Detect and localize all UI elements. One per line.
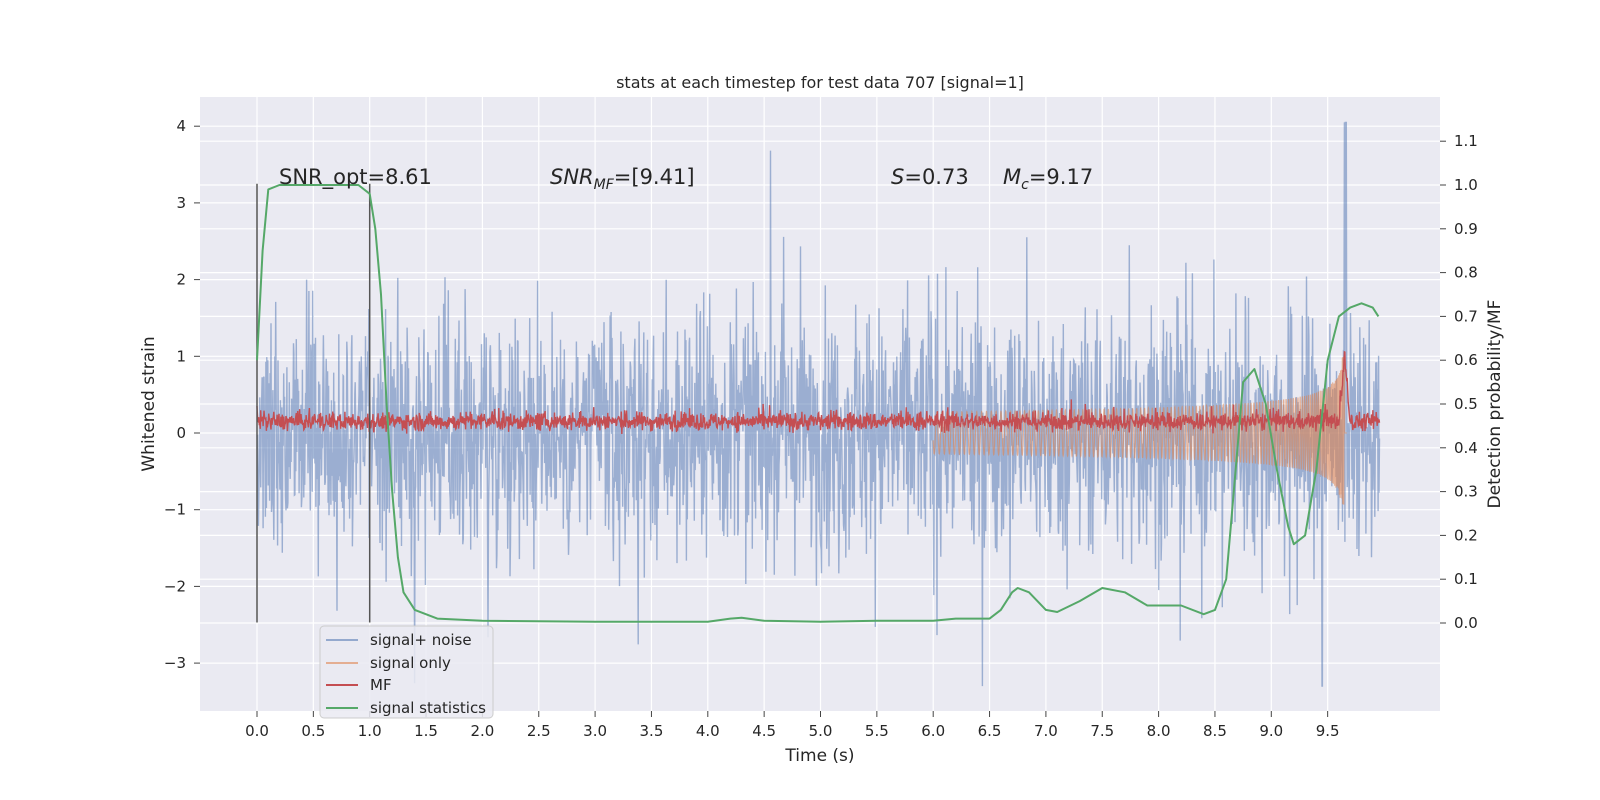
x-tick-label: 0.0 bbox=[245, 722, 269, 740]
x-tick-label: 2.5 bbox=[527, 722, 551, 740]
y-left-tick-label: 1 bbox=[176, 347, 186, 365]
s-annotation: S=0.73 bbox=[891, 165, 969, 189]
y-left-tick-label: 3 bbox=[176, 194, 186, 212]
chart-title: stats at each timestep for test data 707… bbox=[616, 73, 1024, 92]
y-left-tick-label: −3 bbox=[164, 654, 186, 672]
data-layer bbox=[256, 121, 1381, 687]
x-tick-label: 0.5 bbox=[301, 722, 325, 740]
y-left-tick-label: 2 bbox=[176, 271, 186, 289]
y-right-tick-label: 0.8 bbox=[1454, 264, 1478, 282]
y-right-tick-label: 0.7 bbox=[1454, 307, 1478, 325]
snr-mf-label: SNR bbox=[550, 165, 594, 189]
y-right-tick-label: 0.4 bbox=[1454, 439, 1478, 457]
y-left-tick-label: −1 bbox=[164, 501, 186, 519]
x-tick-label: 5.5 bbox=[865, 722, 889, 740]
legend-box bbox=[319, 625, 494, 719]
mc-annotation: Mc=9.17 bbox=[1003, 165, 1093, 193]
y-left-tick-label: 0 bbox=[176, 424, 186, 442]
x-tick-label: 2.0 bbox=[470, 722, 494, 740]
x-tick-label: 6.5 bbox=[978, 722, 1002, 740]
x-tick-label: 9.0 bbox=[1259, 722, 1283, 740]
snr-opt-annotation: SNR_opt=8.61 bbox=[279, 165, 432, 190]
y-right-tick-label: 0.5 bbox=[1454, 395, 1478, 413]
y-right-tick-label: 0.3 bbox=[1454, 483, 1478, 501]
y-right-axis-label: Detection probability/MF bbox=[1485, 300, 1505, 509]
x-tick-label: 8.5 bbox=[1203, 722, 1227, 740]
annotations: SNR_opt=8.61 SNRMF=[9.41] S=0.73 Mc=9.17 bbox=[279, 165, 1093, 193]
x-tick-label: 8.0 bbox=[1147, 722, 1171, 740]
mc-subscript: c bbox=[1021, 177, 1029, 193]
y-left-axis-label: Whitened strain bbox=[139, 336, 159, 471]
y-left-tick-label: −2 bbox=[164, 577, 186, 595]
x-tick-label: 7.0 bbox=[1034, 722, 1058, 740]
legend-label-signal-noise: signal+ noise bbox=[370, 631, 472, 649]
series-signal-noise bbox=[256, 121, 1381, 687]
x-tick-label: 6.0 bbox=[921, 722, 945, 740]
y-right-tick-label: 0.0 bbox=[1454, 614, 1478, 632]
legend-label-signal-only: signal only bbox=[370, 654, 451, 672]
s-value: =0.73 bbox=[904, 165, 968, 189]
y-right-tick-label: 0.1 bbox=[1454, 570, 1478, 588]
legend-label-mf: MF bbox=[370, 676, 392, 694]
y-right-tick-label: 1.0 bbox=[1454, 176, 1478, 194]
x-tick-label: 1.0 bbox=[358, 722, 382, 740]
s-label: S bbox=[891, 165, 904, 189]
snr-mf-annotation: SNRMF=[9.41] bbox=[550, 165, 695, 193]
x-axis-ticks: 0.0 0.5 1.0 1.5 2.0 2.5 3.0 3.5 4.0 4.5 5.0 5.5 6.0 6… bbox=[245, 711, 1340, 740]
mc-value: =9.17 bbox=[1029, 165, 1093, 189]
legend-label-signal-statistics: signal statistics bbox=[370, 699, 486, 717]
y-right-axis-ticks: 1.1 1.0 0.9 0.8 0.7 0.6 0.5 0.4 0.3 0.2 0.1 0.0 bbox=[1440, 132, 1478, 632]
x-tick-label: 7.5 bbox=[1090, 722, 1114, 740]
series-mf bbox=[256, 350, 1381, 435]
y-right-tick-label: 0.9 bbox=[1454, 220, 1478, 238]
mc-label: M bbox=[1003, 165, 1021, 189]
snr-mf-subscript: MF bbox=[594, 177, 615, 193]
series-signal-statistics bbox=[256, 184, 1380, 623]
x-tick-label: 3.5 bbox=[640, 722, 664, 740]
legend: signal+ noise signal only MF signal stat… bbox=[319, 625, 494, 719]
x-tick-label: 3.0 bbox=[583, 722, 607, 740]
y-right-tick-label: 0.2 bbox=[1454, 526, 1478, 544]
x-tick-label: 4.5 bbox=[752, 722, 776, 740]
y-left-axis-ticks: 4 3 2 1 0 −1 −2 −3 bbox=[164, 117, 200, 672]
y-left-tick-label: 4 bbox=[176, 117, 186, 135]
x-tick-label: 4.0 bbox=[696, 722, 720, 740]
y-right-tick-label: 0.6 bbox=[1454, 351, 1478, 369]
x-tick-label: 1.5 bbox=[414, 722, 438, 740]
y-right-tick-label: 1.1 bbox=[1454, 132, 1478, 150]
x-tick-label: 5.0 bbox=[809, 722, 833, 740]
x-axis-label: Time (s) bbox=[784, 746, 854, 766]
snr-mf-value: =[9.41] bbox=[614, 165, 695, 189]
x-tick-label: 9.5 bbox=[1316, 722, 1340, 740]
